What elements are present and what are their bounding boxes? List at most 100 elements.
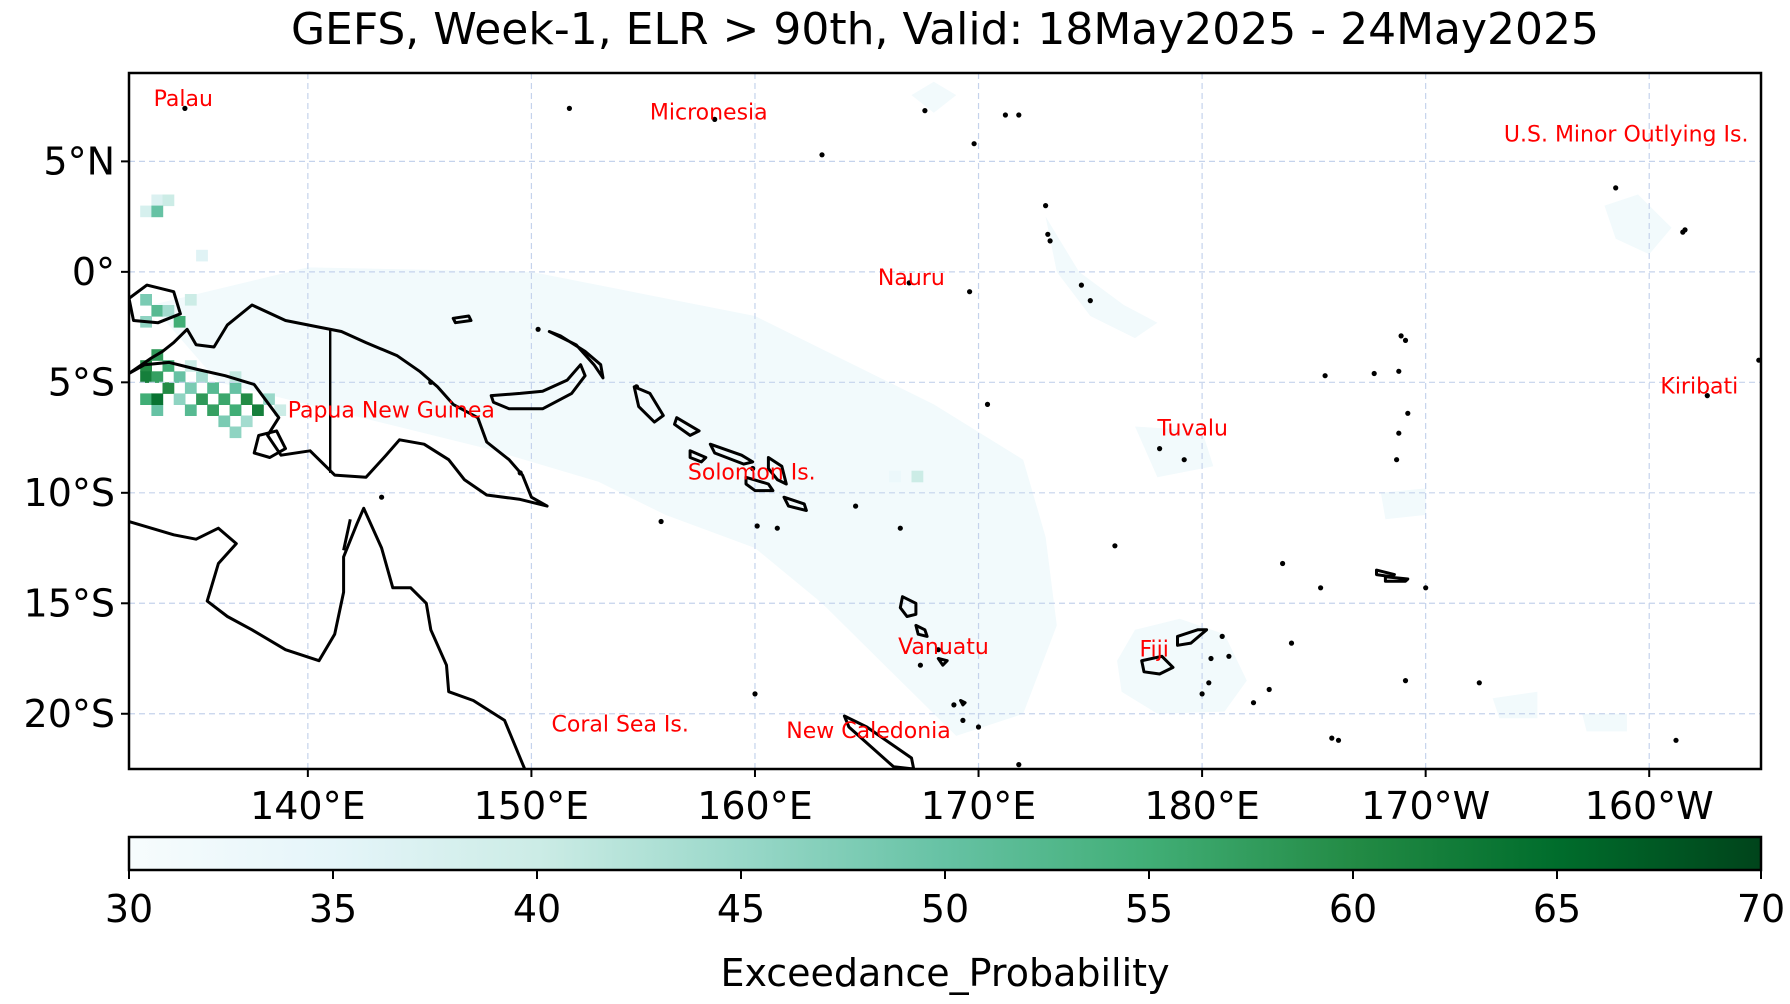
probability-cell [140, 294, 152, 306]
island-dot [1322, 373, 1328, 379]
probability-cell [229, 404, 242, 416]
coast-choiseul [673, 416, 701, 437]
coast-guadalcanal [744, 475, 775, 493]
lon-tick-label: 160°E [697, 784, 813, 828]
island-dot [517, 470, 523, 476]
island-dot [1112, 543, 1118, 549]
colorbar-tick-label: 45 [717, 887, 765, 931]
island-dot [917, 662, 924, 668]
chart-title: GEFS, Week-1, ELR > 90th, Valid: 18May20… [291, 4, 1599, 55]
island-dot [1402, 678, 1409, 684]
island-dot [1206, 680, 1212, 686]
probability-shading-region [911, 81, 957, 113]
country-label: Papua New Guinea [288, 399, 495, 424]
island-dot [1045, 231, 1051, 237]
island-dot [752, 691, 758, 697]
coast-santa-isabel [708, 442, 755, 466]
country-label: Vanuatu [898, 635, 989, 660]
island-dot [1613, 185, 1619, 191]
coast-new-caledonia [842, 714, 916, 769]
probability-cell [184, 382, 197, 394]
lon-tick-label: 170°W [1361, 784, 1490, 828]
island-dot [906, 280, 912, 286]
coast-bougainville [632, 385, 665, 424]
island-dot [960, 717, 966, 724]
country-label: Nauru [878, 266, 945, 291]
probability-cell [140, 371, 152, 383]
country-label: Coral Sea Is. [552, 712, 689, 737]
coast-efate [936, 657, 949, 667]
probability-cell [274, 404, 287, 416]
island-dot [1371, 370, 1377, 377]
coast-new-guinea [129, 303, 549, 508]
island-dot [774, 525, 780, 531]
island-dot [1335, 737, 1342, 743]
probability-cell [184, 360, 197, 372]
country-label: Kiribati [1660, 374, 1738, 399]
country-labels: Palau Micronesia U.S. Minor Outlying Is. Na… [154, 87, 1749, 744]
island-dot [1402, 337, 1409, 343]
island-dot [1043, 203, 1049, 209]
country-label: New Caledonia [786, 719, 950, 744]
colorbar-label: Exceedance_Probability [720, 951, 1169, 995]
probability-cell [173, 316, 186, 328]
island-dot [1396, 368, 1402, 374]
probability-shading-region [1380, 488, 1426, 520]
colorbar-tick-label: 40 [513, 887, 561, 931]
island-dot [1047, 238, 1053, 244]
coastlines [129, 105, 1761, 769]
island-dot [975, 724, 982, 730]
island-dot [1396, 430, 1402, 436]
coast-new-georgia [688, 449, 708, 464]
colorbar-tick-label: 55 [1125, 887, 1173, 931]
island-dot [1226, 653, 1232, 659]
island-dot [712, 116, 718, 122]
island-dot [1250, 700, 1257, 706]
island-dot [1219, 633, 1225, 640]
colorbar-tick-label: 35 [309, 887, 357, 931]
island-dot [1673, 737, 1679, 743]
country-label: Micronesia [650, 100, 768, 125]
lat-tick-label: 5°S [48, 360, 115, 404]
island-dot [182, 105, 188, 111]
probability-cell [207, 382, 219, 394]
island-dot [1087, 298, 1093, 304]
probability-shading-region [151, 267, 1057, 736]
country-label: Tuvalu [1156, 416, 1228, 441]
probability-cell [218, 415, 231, 428]
probability-shading-region [1045, 216, 1158, 339]
coast-malaita [766, 456, 788, 486]
lon-tick-label: 140°E [250, 784, 366, 828]
island-dot [633, 384, 640, 390]
lon-tick-label: 160°W [1585, 784, 1714, 828]
probability-cell [263, 393, 275, 405]
island-dot [1078, 282, 1084, 288]
map-content: Palau Micronesia U.S. Minor Outlying Is. Na… [129, 73, 1761, 769]
probability-cell [218, 393, 231, 405]
island-dot [1016, 762, 1022, 768]
island-dot [853, 503, 859, 509]
probability-shading-region [1604, 194, 1672, 255]
probability-cell [162, 360, 175, 372]
probability-cell [889, 470, 901, 483]
island-dot [1704, 393, 1710, 399]
island-dot [1680, 229, 1686, 235]
island-dot [897, 525, 903, 531]
coast-espiritu-santo [898, 595, 918, 618]
island-dot [1181, 457, 1187, 463]
probability-cell [151, 305, 164, 317]
island-dot [1157, 446, 1163, 452]
probability-cell [173, 371, 186, 383]
island-dot [1002, 112, 1009, 118]
lon-tick-label: 150°E [474, 784, 590, 828]
island-dot [1016, 112, 1022, 118]
island-dot [922, 108, 928, 114]
island-dot [819, 152, 825, 158]
colorbar-tick-label: 50 [921, 887, 969, 931]
island-dot [754, 523, 760, 529]
island-dot [1318, 585, 1324, 591]
probability-cell [184, 404, 197, 416]
colorbar-tick-label: 60 [1329, 887, 1377, 931]
coast-frederik-hendrik-island [252, 429, 287, 459]
